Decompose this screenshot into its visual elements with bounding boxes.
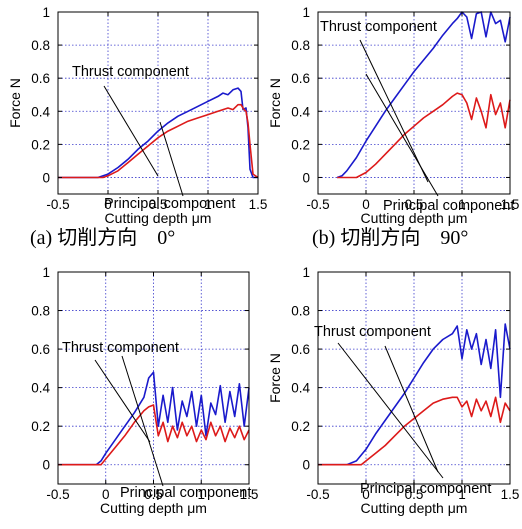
x-tick-label: -0.5 bbox=[46, 197, 69, 212]
y-tick-label: 0.8 bbox=[291, 304, 310, 319]
thrust-component-label: Thrust component bbox=[320, 19, 437, 35]
y-tick-label: 0.2 bbox=[291, 419, 310, 434]
series-line-principal bbox=[58, 103, 259, 179]
thrust-pointer-line bbox=[359, 39, 429, 183]
y-tick-label: 0.4 bbox=[31, 104, 50, 119]
y-tick-label: 1 bbox=[42, 5, 50, 20]
x-tick-label: 0 bbox=[362, 197, 370, 212]
series-line-principal bbox=[318, 396, 511, 466]
y-tick-label: 1 bbox=[302, 265, 310, 280]
series-line-principal bbox=[58, 404, 250, 466]
y-tick-label: 1 bbox=[302, 5, 310, 20]
thrust-component-label: Thrust component bbox=[72, 64, 189, 80]
thrust-pointer-line bbox=[103, 85, 159, 177]
thrust-pointer-line bbox=[94, 359, 151, 443]
x-tick-label: 1.5 bbox=[501, 197, 520, 212]
y-tick-label: 0.6 bbox=[31, 71, 50, 86]
x-axis-label: Cutting depth μm bbox=[100, 500, 207, 516]
principal-pointer-line bbox=[337, 342, 444, 479]
x-axis-label: Cutting depth μm bbox=[361, 500, 468, 516]
y-tick-label: 0 bbox=[302, 458, 310, 473]
y-tick-label: 0.2 bbox=[291, 137, 310, 152]
x-tick-label: 1 bbox=[197, 487, 205, 502]
figure-caption: (a) 切削方向 0° bbox=[30, 226, 175, 249]
thrust-component-label: Thrust component bbox=[314, 324, 431, 340]
x-tick-label: 1.5 bbox=[249, 197, 268, 212]
x-tick-label: -0.5 bbox=[306, 487, 329, 502]
series-line-thrust bbox=[318, 323, 511, 466]
y-tick-label: 0.4 bbox=[291, 381, 310, 396]
x-tick-label: -0.5 bbox=[306, 197, 329, 212]
principal-component-label: Principal component bbox=[383, 198, 514, 214]
y-tick-label: 0.6 bbox=[291, 342, 310, 357]
x-tick-label: 1 bbox=[458, 487, 466, 502]
x-tick-label: -0.5 bbox=[46, 487, 69, 502]
principal-pointer-line bbox=[159, 121, 184, 197]
y-tick-label: 1 bbox=[42, 265, 50, 280]
y-tick-label: 0.2 bbox=[31, 419, 50, 434]
y-tick-label: 0.4 bbox=[31, 381, 50, 396]
principal-component-label: Principal component bbox=[104, 196, 235, 212]
x-tick-label: 0.5 bbox=[144, 487, 163, 502]
figure-caption: (b) 切削方向 90° bbox=[312, 226, 468, 249]
x-tick-label: 1.5 bbox=[501, 487, 520, 502]
thrust-pointer-line bbox=[384, 345, 439, 473]
y-tick-label: 0.6 bbox=[291, 71, 310, 86]
series-line-thrust bbox=[58, 87, 258, 179]
x-axis-label: Cutting depth μm bbox=[361, 210, 468, 226]
principal-pointer-line bbox=[121, 355, 164, 487]
series-line-thrust bbox=[58, 371, 250, 466]
y-tick-label: 0 bbox=[42, 458, 50, 473]
y-tick-label: 0 bbox=[302, 170, 310, 185]
y-tick-label: 0 bbox=[42, 170, 50, 185]
y-axis-label: Force N bbox=[7, 78, 23, 128]
y-tick-label: 0.8 bbox=[31, 38, 50, 53]
series-line-thrust bbox=[336, 11, 511, 179]
y-tick-label: 0.2 bbox=[31, 137, 50, 152]
x-tick-label: 0 bbox=[102, 487, 110, 502]
principal-component-label: Principal component bbox=[360, 481, 491, 497]
series-line-principal bbox=[337, 92, 511, 179]
principal-pointer-line bbox=[365, 73, 439, 197]
x-tick-label: 1 bbox=[204, 197, 212, 212]
x-tick-label: 0.5 bbox=[405, 487, 424, 502]
x-tick-label: 1.5 bbox=[240, 487, 259, 502]
x-tick-label: 0 bbox=[104, 197, 112, 212]
x-axis-label: Cutting depth μm bbox=[105, 210, 212, 226]
y-tick-label: 0.8 bbox=[291, 38, 310, 53]
y-axis-label: Force N bbox=[267, 353, 283, 403]
y-tick-label: 0.4 bbox=[291, 104, 310, 119]
x-tick-label: 0 bbox=[362, 487, 370, 502]
thrust-component-label: Thrust component bbox=[62, 340, 179, 356]
y-axis-label: Force N bbox=[267, 78, 283, 128]
y-tick-label: 0.6 bbox=[31, 342, 50, 357]
principal-component-label: Principal component bbox=[120, 485, 251, 501]
x-tick-label: 0.5 bbox=[149, 197, 168, 212]
y-tick-label: 0.8 bbox=[31, 304, 50, 319]
x-tick-label: 0.5 bbox=[405, 197, 424, 212]
x-tick-label: 1 bbox=[458, 197, 466, 212]
